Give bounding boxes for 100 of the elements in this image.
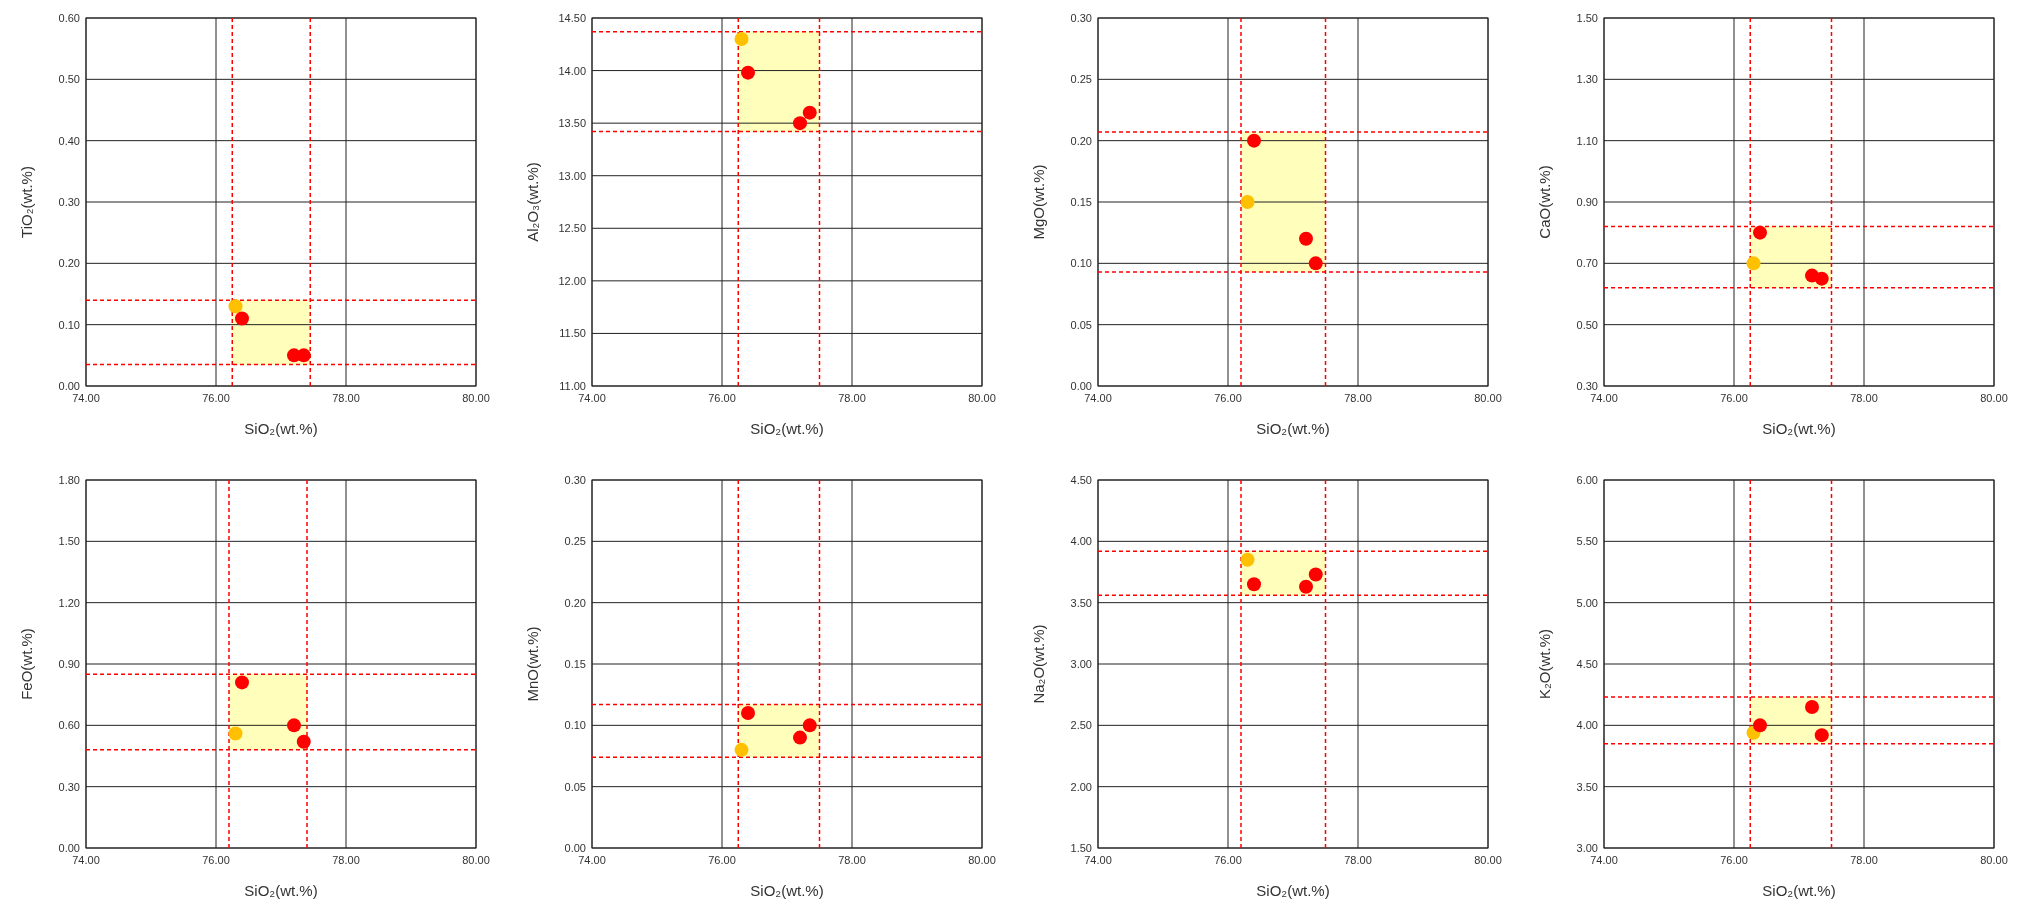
x-tick-label: 78.00 <box>1344 854 1372 866</box>
point <box>1814 728 1829 743</box>
x-tick-label: 80.00 <box>462 854 490 866</box>
x-tick-label: 78.00 <box>332 392 360 404</box>
y-tick-label: 0.20 <box>58 257 80 270</box>
point <box>287 718 301 733</box>
y-tick-label: 3.50 <box>1576 780 1598 793</box>
x-axis-title: SiO₂(wt.%) <box>1762 420 1836 437</box>
y-tick-label: 0.30 <box>564 474 586 486</box>
x-tick-label: 80.00 <box>968 392 996 404</box>
point <box>1247 577 1261 592</box>
x-tick-label: 74.00 <box>1590 854 1618 866</box>
point <box>1299 579 1313 594</box>
x-tick-label: 78.00 <box>1344 392 1372 404</box>
y-axis-title: MnO(wt.%) <box>524 626 541 702</box>
y-tick-label: 1.20 <box>58 596 80 609</box>
point <box>1308 256 1323 271</box>
y-tick-label: 13.00 <box>558 169 586 182</box>
x-tick-label: 80.00 <box>1980 392 2008 404</box>
point <box>802 718 817 733</box>
y-tick-label: 0.00 <box>58 842 80 854</box>
point <box>235 311 249 326</box>
point <box>1247 133 1261 148</box>
y-tick-label: 0.25 <box>1070 73 1092 86</box>
y-tick-label: 13.50 <box>558 117 586 130</box>
point <box>741 706 755 721</box>
x-tick-label: 78.00 <box>332 854 360 866</box>
y-tick-label: 12.00 <box>558 274 586 287</box>
y-tick-label: 1.80 <box>58 474 80 486</box>
y-axis-title: CaO(wt.%) <box>1536 165 1553 239</box>
point <box>1753 225 1767 240</box>
y-tick-label: 3.00 <box>1576 842 1598 854</box>
point <box>741 65 755 80</box>
x-tick-label: 74.00 <box>578 392 606 404</box>
y-tick-label: 1.50 <box>1576 12 1598 24</box>
y-tick-label: 0.00 <box>1070 380 1092 392</box>
point <box>1814 271 1829 286</box>
y-tick-label: 0.40 <box>58 134 80 147</box>
y-tick-label: 0.10 <box>564 719 586 732</box>
y-axis-title: K₂O(wt.%) <box>1536 629 1553 699</box>
point <box>228 299 243 314</box>
y-tick-label: 2.50 <box>1070 719 1092 732</box>
y-tick-label: 0.05 <box>564 780 586 793</box>
y-tick-label: 0.60 <box>58 12 80 24</box>
x-axis-title: SiO₂(wt.%) <box>244 882 318 899</box>
x-tick-label: 76.00 <box>202 392 230 404</box>
y-tick-label: 14.50 <box>558 12 586 24</box>
point <box>235 675 249 690</box>
y-tick-label: 0.15 <box>1070 196 1092 208</box>
point <box>1746 256 1761 271</box>
x-axis-title: SiO₂(wt.%) <box>1256 882 1330 899</box>
y-tick-label: 2.00 <box>1070 780 1092 793</box>
y-tick-label: 3.50 <box>1070 596 1092 609</box>
x-tick-label: 76.00 <box>1214 392 1242 404</box>
x-tick-label: 80.00 <box>462 392 490 404</box>
y-tick-label: 1.30 <box>1576 73 1598 86</box>
y-tick-label: 0.30 <box>58 196 80 208</box>
y-tick-label: 0.20 <box>1070 134 1092 147</box>
x-tick-label: 76.00 <box>1720 392 1748 404</box>
y-tick-label: 0.05 <box>1070 318 1092 331</box>
y-tick-label: 0.70 <box>1576 257 1598 270</box>
y-tick-label: 0.60 <box>58 719 80 732</box>
y-tick-label: 1.10 <box>1576 134 1598 147</box>
x-tick-label: 76.00 <box>202 854 230 866</box>
x-axis-title: SiO₂(wt.%) <box>1256 420 1330 437</box>
y-tick-label: 0.15 <box>564 658 586 670</box>
y-tick-label: 0.30 <box>58 780 80 793</box>
point <box>296 348 311 363</box>
x-tick-label: 76.00 <box>1720 854 1748 866</box>
y-tick-label: 6.00 <box>1576 474 1598 486</box>
x-tick-label: 78.00 <box>1850 392 1878 404</box>
y-tick-label: 1.50 <box>1070 842 1092 854</box>
y-tick-label: 0.10 <box>1070 257 1092 270</box>
point <box>734 742 749 757</box>
x-axis-title: SiO₂(wt.%) <box>750 420 824 437</box>
point <box>1308 567 1323 582</box>
x-tick-label: 74.00 <box>72 392 100 404</box>
y-tick-label: 3.00 <box>1070 658 1092 670</box>
x-tick-label: 80.00 <box>1474 854 1502 866</box>
y-tick-label: 0.90 <box>58 658 80 670</box>
y-tick-label: 0.20 <box>564 596 586 609</box>
point <box>1240 552 1255 567</box>
point <box>802 105 817 120</box>
y-tick-label: 0.50 <box>1576 318 1598 331</box>
x-tick-label: 76.00 <box>708 854 736 866</box>
x-tick-label: 80.00 <box>1474 392 1502 404</box>
y-axis-title: TiO₂(wt.%) <box>18 166 35 238</box>
y-tick-label: 5.00 <box>1576 596 1598 609</box>
y-tick-label: 4.00 <box>1070 535 1092 548</box>
x-axis-title: SiO₂(wt.%) <box>750 882 824 899</box>
x-tick-label: 78.00 <box>838 854 866 866</box>
point <box>228 726 243 741</box>
point <box>734 32 749 47</box>
y-tick-label: 5.50 <box>1576 535 1598 548</box>
x-tick-label: 78.00 <box>1850 854 1878 866</box>
y-tick-label: 1.50 <box>58 535 80 548</box>
y-tick-label: 4.50 <box>1070 474 1092 486</box>
y-tick-label: 0.00 <box>564 842 586 854</box>
x-tick-label: 78.00 <box>838 392 866 404</box>
y-tick-label: 0.25 <box>564 535 586 548</box>
